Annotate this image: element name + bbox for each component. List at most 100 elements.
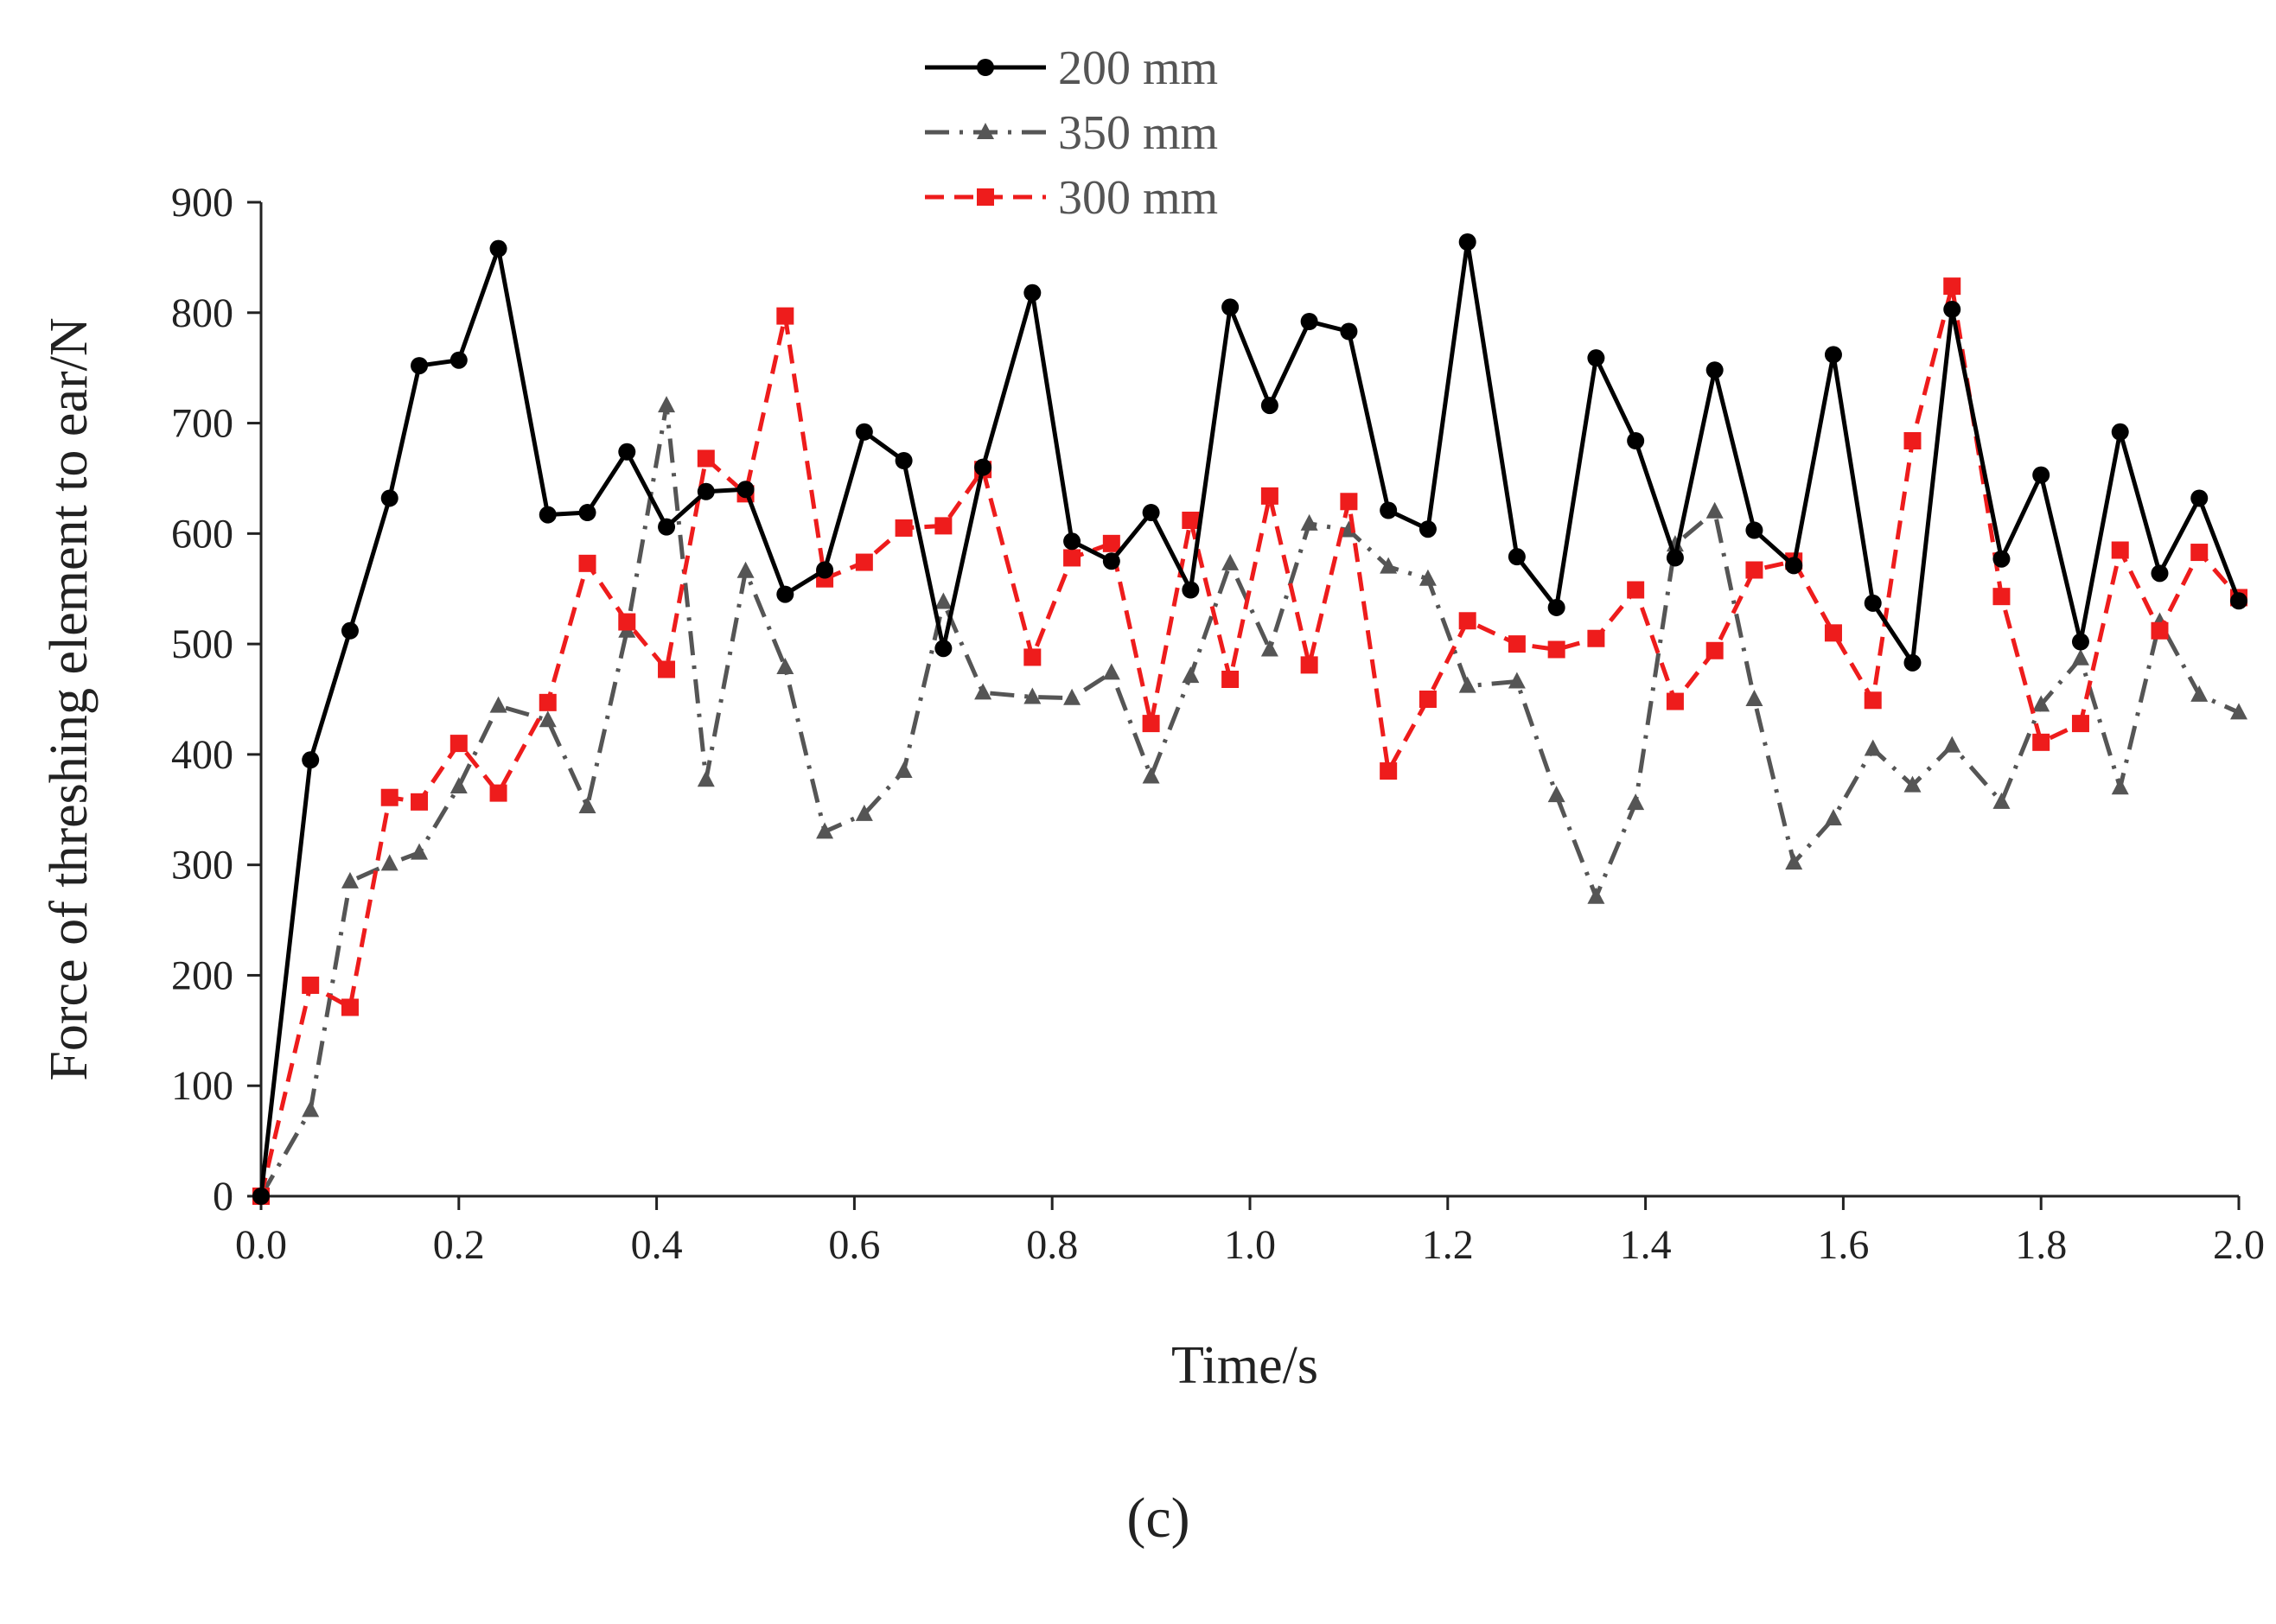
data-point [1142,715,1160,733]
data-point [2190,685,2209,702]
data-point [1063,532,1081,551]
data-point [697,482,715,500]
data-point [411,357,429,375]
data-point [1745,561,1763,579]
data-point [1705,361,1724,379]
data-point [1023,687,1042,704]
data-point [974,683,992,700]
data-point [1340,322,1358,341]
data-point [1824,809,1842,825]
data-point [1419,691,1437,708]
data-point [1260,640,1278,657]
data-point [1943,300,1961,318]
data-point [1023,283,1042,302]
data-point [1547,598,1565,616]
data-point [2111,423,2129,441]
data-point [380,788,398,806]
data-point [1587,887,1605,904]
data-point [341,998,359,1016]
data-point [2190,544,2209,562]
series-line [258,403,2241,1198]
legend-label: 350 mm [1058,106,1218,160]
y-tick-label: 300 [171,843,233,888]
x-ticks: 0.0 0.2 0.4 0.6 0.8 1.0 1.2 1.4 1.6 1.8 2.0 [235,1196,2265,1268]
legend-marker [977,59,994,76]
data-point [539,693,557,711]
data-point [697,770,715,787]
data-point [1340,493,1358,511]
y-tick-label: 100 [171,1063,233,1109]
data-point [1063,688,1081,705]
data-point [1023,648,1042,666]
legend: 200 mm 350 mm 300 mm [925,41,1218,225]
legend-marker [977,123,994,139]
data-point [934,640,953,658]
data-point [1260,397,1278,415]
data-point [934,517,953,535]
data-point [252,1188,270,1205]
y-ticks: 0 100 200 300 400 500 600 700 800 900 [171,180,261,1220]
y-tick-label: 500 [171,621,233,667]
data-point [895,519,913,537]
data-point [1824,346,1842,364]
data-point [411,843,429,860]
series-line [258,283,2241,1197]
data-point [449,776,468,793]
data-point [1063,549,1081,567]
data-point [1903,775,1922,793]
data-point [578,504,596,522]
x-tick-label: 0.4 [631,1222,683,1268]
data-point [1419,569,1437,586]
data-point [2071,715,2089,733]
data-point [736,481,755,499]
data-point [489,696,507,713]
data-point [658,518,676,536]
data-point [2151,621,2169,640]
data-point [1627,793,1645,811]
y-tick-label: 400 [171,732,233,778]
data-point [449,735,468,753]
data-point [1340,520,1358,538]
data-point [1992,550,2011,568]
data-point [1943,736,1961,753]
data-point [1627,432,1645,449]
data-point [1221,298,1240,316]
data-point [1864,691,1882,710]
data-point [1745,521,1763,539]
data-point [489,239,507,258]
data-point [1300,313,1318,330]
data-point [1864,739,1882,756]
data-point [578,554,596,572]
data-point [2190,489,2209,507]
data-point [1102,552,1120,570]
x-tick-label: 1.6 [1817,1222,1869,1268]
x-tick-label: 1.0 [1224,1222,1276,1268]
data-point [1824,624,1842,642]
x-tick-label: 1.8 [2015,1222,2067,1268]
data-point [1182,666,1200,684]
data-point [1903,432,1922,449]
series-300-mm [252,277,2247,1205]
data-point [1943,277,1961,296]
x-tick-label: 1.2 [1422,1222,1474,1268]
data-point [1903,653,1922,672]
data-point [1627,581,1645,599]
series-layer [252,233,2247,1205]
data-point [1666,549,1684,567]
data-point [2071,648,2089,666]
data-point [934,592,953,609]
legend-item: 300 mm [925,171,1218,225]
data-point [341,871,359,888]
data-point [1380,762,1398,780]
data-point [302,751,320,769]
data-point [1458,676,1476,693]
data-point [1785,557,1803,575]
data-point [618,613,636,631]
data-point [1419,520,1437,538]
data-point [2151,564,2169,583]
x-tick-label: 0.8 [1026,1222,1078,1268]
data-point [1458,233,1476,251]
data-point [1300,656,1318,674]
data-point [302,1100,320,1118]
